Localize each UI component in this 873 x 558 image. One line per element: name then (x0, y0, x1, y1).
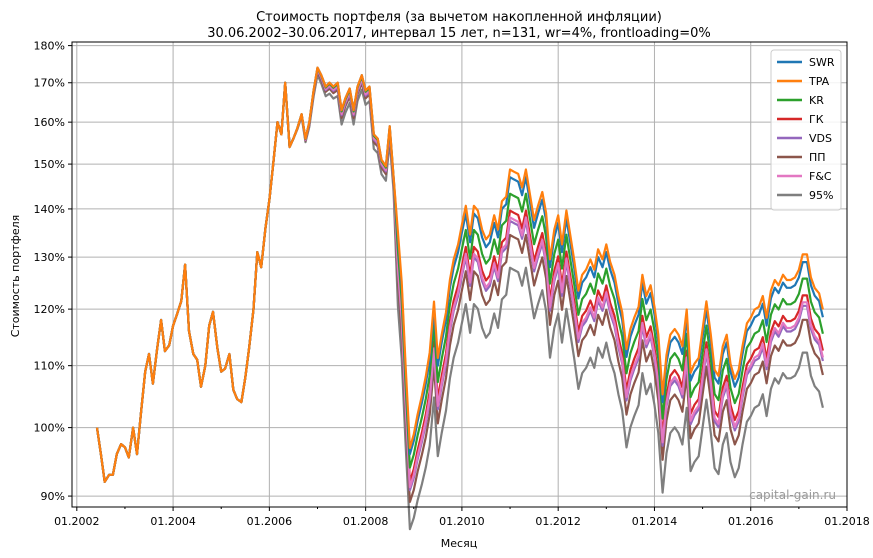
series-lines (95, 66, 824, 531)
x-tick-label: 01.2018 (824, 515, 870, 528)
y-tick-label: 140% (34, 203, 65, 216)
y-tick-label: 110% (34, 360, 65, 373)
legend-entry: ГК (809, 113, 824, 126)
y-tick-label: 100% (34, 422, 65, 435)
legend-entry: ПП (809, 151, 826, 164)
legend-entry: F&C (809, 170, 832, 183)
x-tick-label: 01.2010 (439, 515, 485, 528)
legend-entry: TPA (808, 75, 830, 88)
y-tick-label: 130% (34, 251, 65, 264)
x-tick-label: 01.2012 (535, 515, 581, 528)
x-axis-label: Месяц (441, 537, 477, 550)
y-axis-label: Стоимость портфеля (9, 215, 22, 338)
legend-box (770, 49, 842, 211)
x-tick-label: 01.2016 (728, 515, 774, 528)
series-line-TPA (95, 66, 824, 483)
x-tick-label: 01.2002 (54, 515, 100, 528)
y-tick-label: 180% (34, 40, 65, 53)
y-tick-label: 150% (34, 158, 65, 171)
y-tick-label: 170% (34, 77, 65, 90)
x-tick-label: 01.2006 (247, 515, 293, 528)
legend: SWR TPA KR ГК VDS ПП F&C 95% (770, 49, 842, 211)
chart-title-line1: Стоимость портфеля (за вычетом накопленн… (256, 10, 662, 25)
y-tick-label: 160% (34, 116, 65, 129)
y-tick-label: 120% (34, 303, 65, 316)
x-tick-label: 01.2004 (150, 515, 196, 528)
plot-frame (71, 41, 848, 508)
x-axis-ticks: 01.2002 01.2004 01.2006 01.2008 01.2010 01.20… (54, 507, 870, 528)
chart-title-line2: 30.06.2002–30.06.2017, интервал 15 лет, … (207, 26, 711, 41)
legend-entry: SWR (809, 56, 835, 69)
y-tick-label: 90% (41, 490, 65, 503)
watermark: capital-gain.ru (749, 488, 836, 502)
legend-entry: 95% (809, 189, 833, 202)
legend-entry: KR (809, 94, 824, 107)
x-tick-label: 01.2014 (632, 515, 678, 528)
x-tick-label: 01.2008 (343, 515, 389, 528)
y-axis-ticks: 90% 100% 110% 120% 130% 140% 150% 160% 170% 180% (34, 40, 72, 503)
legend-entry: VDS (809, 132, 832, 145)
